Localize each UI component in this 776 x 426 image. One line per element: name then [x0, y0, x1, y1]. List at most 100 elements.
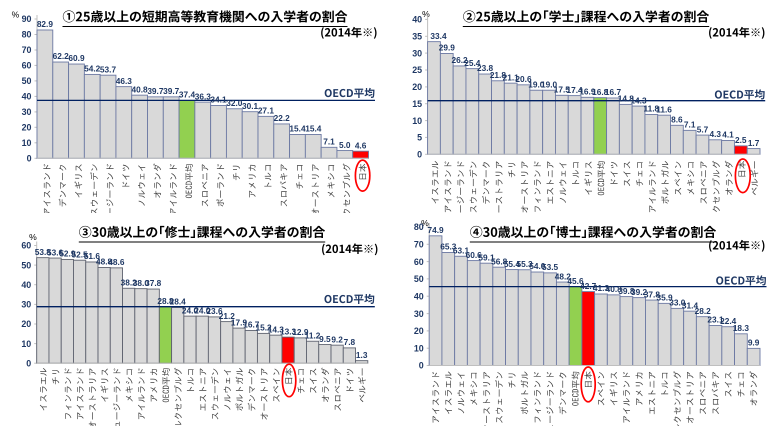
svg-text:16.8: 16.8 [592, 87, 609, 97]
svg-text:17.9: 17.9 [231, 317, 248, 327]
svg-text:60.9: 60.9 [68, 53, 85, 63]
svg-text:52.9: 52.9 [59, 249, 76, 259]
svg-text:53.5: 53.5 [542, 262, 559, 272]
svg-text:14.3: 14.3 [268, 324, 285, 334]
svg-text:11.2: 11.2 [305, 330, 321, 340]
svg-text:%: % [29, 232, 37, 242]
svg-text:70: 70 [22, 45, 32, 55]
svg-text:1.3: 1.3 [356, 350, 368, 360]
svg-text:20: 20 [412, 82, 422, 92]
svg-text:48.6: 48.6 [108, 257, 125, 267]
svg-text:39.7: 39.7 [163, 86, 180, 96]
svg-text:55.3: 55.3 [517, 259, 534, 269]
svg-text:59.1: 59.1 [478, 252, 495, 262]
svg-text:53.7: 53.7 [100, 64, 117, 74]
svg-text:50: 50 [22, 76, 32, 86]
svg-text:62.2: 62.2 [53, 51, 70, 61]
svg-text:32.0: 32.0 [226, 98, 243, 108]
svg-text:15.4: 15.4 [305, 124, 322, 134]
svg-text:48.2: 48.2 [555, 271, 572, 281]
svg-text:53.6: 53.6 [47, 247, 64, 257]
svg-text:4.6: 4.6 [355, 140, 367, 150]
svg-text:5: 5 [417, 133, 422, 143]
svg-text:31.4: 31.4 [682, 300, 699, 310]
svg-text:20: 20 [22, 123, 32, 133]
svg-text:21.1: 21.1 [503, 72, 520, 82]
svg-text:50: 50 [21, 260, 31, 270]
svg-text:41.3: 41.3 [593, 283, 610, 293]
svg-text:40.8: 40.8 [606, 284, 623, 294]
svg-text:40: 40 [21, 280, 31, 290]
svg-text:22.2: 22.2 [274, 113, 291, 123]
svg-text:15.2: 15.2 [256, 323, 273, 333]
svg-text:10: 10 [412, 116, 422, 126]
svg-text:0: 0 [419, 361, 424, 371]
svg-text:17.5: 17.5 [554, 85, 571, 95]
svg-text:35.9: 35.9 [657, 293, 674, 303]
svg-text:20.6: 20.6 [515, 74, 532, 84]
svg-text:40: 40 [414, 291, 424, 301]
svg-text:37.8: 37.8 [145, 278, 162, 288]
svg-text:10: 10 [22, 138, 32, 148]
svg-text:54.0: 54.0 [529, 261, 546, 271]
svg-text:23.1: 23.1 [707, 315, 724, 325]
svg-text:21.8: 21.8 [490, 70, 507, 80]
svg-text:9.5: 9.5 [319, 334, 331, 344]
svg-text:53.8: 53.8 [35, 247, 52, 257]
svg-text:11.8: 11.8 [643, 104, 659, 114]
svg-text:14.8: 14.8 [618, 94, 635, 104]
svg-text:40: 40 [412, 15, 422, 25]
svg-text:39.2: 39.2 [631, 287, 648, 297]
svg-text:65.3: 65.3 [440, 242, 457, 252]
svg-text:11.6: 11.6 [656, 104, 672, 114]
svg-text:38.0: 38.0 [133, 278, 150, 288]
svg-text:51.6: 51.6 [84, 251, 101, 261]
svg-text:60: 60 [414, 257, 424, 267]
svg-text:16.9: 16.9 [579, 87, 596, 97]
svg-text:5.7: 5.7 [697, 124, 709, 134]
svg-text:60: 60 [22, 61, 32, 71]
svg-text:15: 15 [412, 99, 422, 109]
svg-text:15.4: 15.4 [289, 124, 306, 134]
svg-text:17.4: 17.4 [567, 85, 584, 95]
svg-text:80: 80 [22, 30, 32, 40]
svg-text:22.4: 22.4 [720, 316, 737, 326]
svg-text:25: 25 [412, 65, 422, 75]
svg-text:30.1: 30.1 [242, 101, 259, 111]
svg-text:80: 80 [414, 222, 424, 232]
svg-text:%: % [422, 9, 430, 19]
svg-text:48.8: 48.8 [96, 257, 113, 267]
svg-text:%: % [12, 10, 20, 20]
svg-text:20: 20 [21, 319, 31, 329]
svg-text:74.9: 74.9 [428, 225, 445, 235]
svg-text:30: 30 [22, 107, 32, 117]
svg-text:28.8: 28.8 [157, 296, 174, 306]
svg-text:40: 40 [22, 92, 32, 102]
svg-text:10: 10 [21, 339, 31, 349]
svg-text:54.2: 54.2 [84, 64, 101, 74]
svg-text:7.8: 7.8 [344, 337, 356, 347]
svg-text:39.7: 39.7 [147, 86, 164, 96]
svg-text:28.4: 28.4 [170, 297, 187, 307]
svg-text:28.2: 28.2 [695, 306, 712, 316]
svg-text:0: 0 [417, 150, 422, 160]
svg-text:30: 30 [21, 300, 31, 310]
svg-text:38.2: 38.2 [121, 278, 138, 288]
svg-text:23.8: 23.8 [477, 63, 494, 73]
svg-text:7.1: 7.1 [684, 120, 696, 130]
svg-text:%: % [421, 218, 429, 228]
svg-text:18.3: 18.3 [733, 323, 750, 333]
svg-text:13.3: 13.3 [280, 326, 297, 336]
svg-text:50: 50 [414, 274, 424, 284]
svg-text:37.8: 37.8 [644, 289, 661, 299]
svg-text:5.0: 5.0 [339, 140, 351, 150]
svg-text:40.8: 40.8 [132, 84, 149, 94]
svg-text:16.7: 16.7 [243, 320, 260, 330]
svg-text:19.0: 19.0 [541, 79, 558, 89]
svg-text:19.0: 19.0 [528, 79, 545, 89]
svg-text:33.4: 33.4 [430, 31, 447, 41]
svg-text:52.5: 52.5 [72, 249, 89, 259]
svg-text:63.1: 63.1 [453, 246, 470, 256]
svg-text:90: 90 [22, 14, 32, 24]
svg-text:37.4: 37.4 [179, 90, 196, 100]
